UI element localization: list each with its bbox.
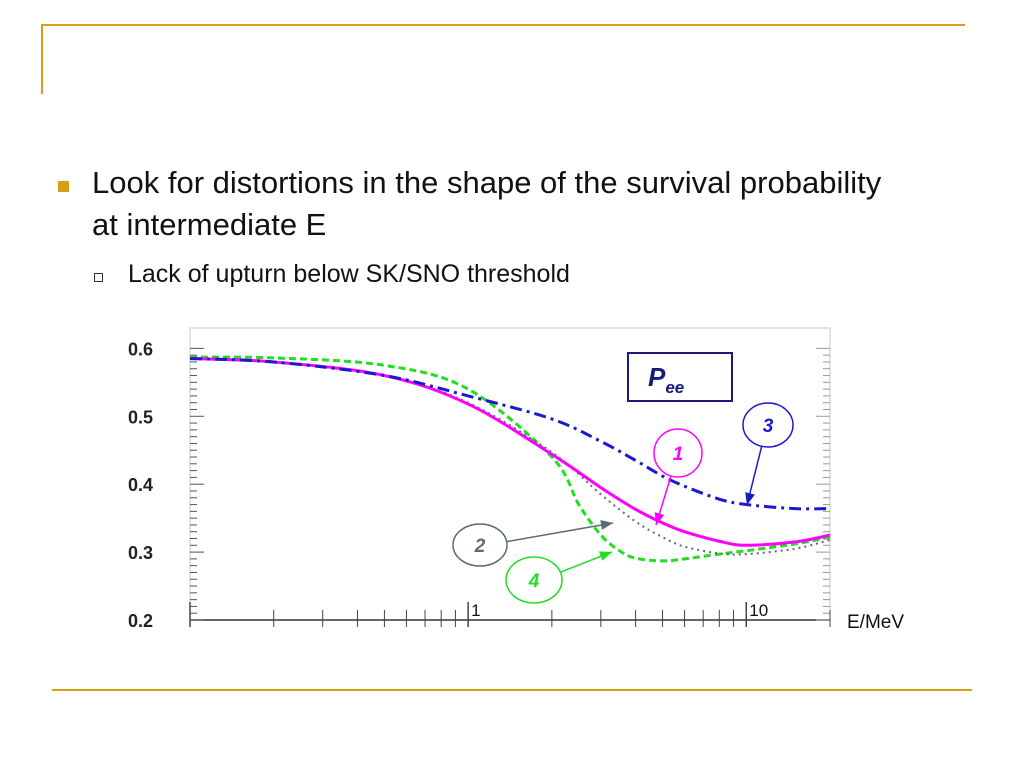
callout-label-3: 3	[763, 416, 774, 437]
series-line-3	[189, 357, 831, 511]
x-axis: 1 10	[189, 601, 831, 627]
x-tick-label: 1	[471, 601, 480, 620]
annotations: 1 2 3 4	[452, 402, 794, 604]
callout-arrowhead-4	[599, 551, 612, 561]
x-axis-label: E/MeV	[847, 612, 904, 633]
callout-arrowhead-2	[600, 520, 613, 530]
y-tick-label: 0.3	[128, 543, 153, 563]
series-line-4	[189, 355, 831, 563]
left-rule	[41, 24, 43, 94]
callout-arrowhead-3	[745, 492, 755, 505]
chart-svg: 0.6 0.5 0.4 0.3 0.2 1 10 1 2 3 4 Pee E/MeV	[128, 327, 904, 633]
y-axis: 0.6 0.5 0.4 0.3 0.2	[128, 339, 830, 631]
legend-box: Pee	[627, 352, 733, 402]
sub-bullet-marker	[94, 273, 103, 282]
callout-label-4: 4	[528, 571, 540, 592]
callout-ellipse-4	[505, 556, 563, 604]
legend-title: Pee	[648, 362, 684, 397]
x-tick-label: 10	[749, 601, 768, 620]
sub-bullet-text: Lack of upturn below SK/SNO threshold	[128, 260, 570, 288]
callout-arrow-2	[506, 522, 614, 543]
bullet-text: Look for distortions in the shape of the…	[92, 165, 882, 242]
y-tick-label: 0.4	[128, 475, 153, 495]
y-tick-label: 0.2	[128, 611, 153, 631]
y-tick-label: 0.6	[128, 339, 153, 359]
callout-ellipse-3	[742, 402, 794, 448]
callout-arrowhead-1	[654, 512, 665, 525]
callout-label-1: 1	[673, 444, 684, 465]
bottom-rule	[52, 689, 972, 691]
callout-label-2: 2	[474, 536, 486, 557]
series-group	[189, 355, 831, 563]
callout-ellipse-2	[452, 523, 508, 567]
callout-ellipse-1	[653, 428, 703, 478]
series-line-2	[189, 357, 831, 556]
survival-probability-chart: 0.6 0.5 0.4 0.3 0.2 1 10 1 2 3 4 Pee E/MeV	[120, 320, 940, 640]
bullet-marker	[58, 181, 69, 192]
y-tick-label: 0.5	[128, 407, 153, 427]
top-rule	[41, 24, 965, 26]
series-line-1	[189, 357, 831, 547]
